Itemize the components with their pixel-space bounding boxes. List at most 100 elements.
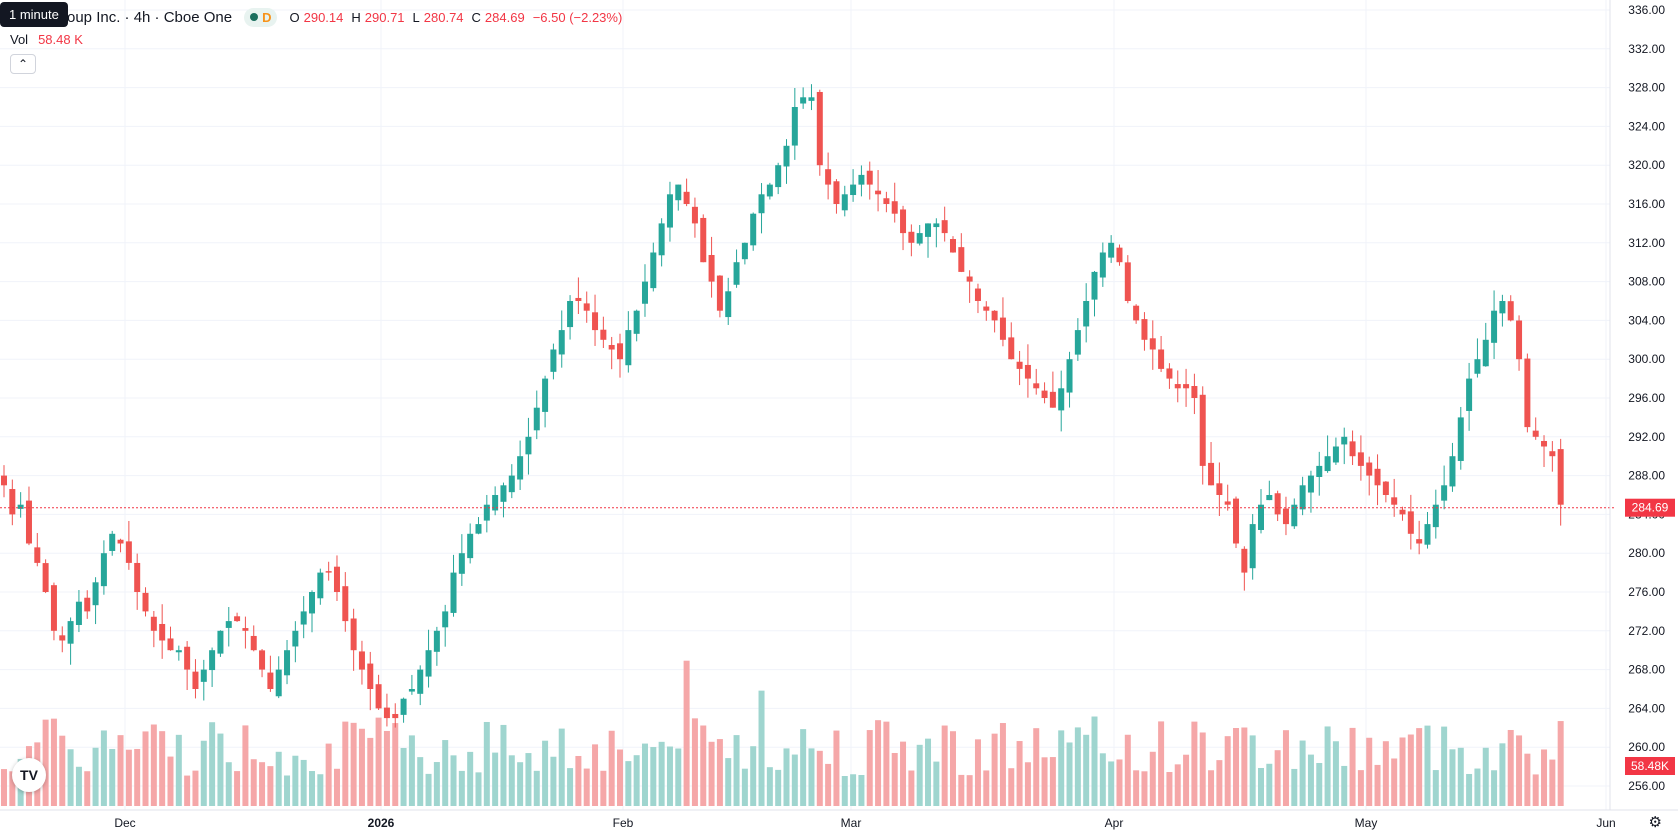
candle-body	[1532, 430, 1539, 437]
price-tick-label: 324.00	[1628, 119, 1665, 133]
volume-bar	[633, 755, 640, 806]
candle-body	[1041, 390, 1048, 398]
volume-bar	[1474, 768, 1481, 806]
candle-body	[234, 616, 241, 622]
market-status[interactable]: D	[244, 7, 278, 27]
volume-bar	[350, 722, 357, 806]
price-tick-label: 292.00	[1628, 430, 1665, 444]
candle-body	[317, 572, 324, 599]
volume-bar	[450, 755, 457, 806]
volume-bar	[1491, 770, 1498, 806]
volume-bar	[333, 768, 340, 806]
price-tick-label: 296.00	[1628, 391, 1665, 405]
volume-bar	[425, 773, 432, 806]
volume-bar	[1541, 749, 1548, 806]
candle-body	[275, 669, 282, 697]
volume-bar	[1, 769, 7, 806]
candle-body	[142, 592, 149, 612]
candle-body	[866, 170, 873, 185]
volume-bar	[517, 762, 524, 806]
volume-bar	[109, 748, 116, 806]
volume-bar	[567, 768, 574, 806]
price-tick-label: 304.00	[1628, 313, 1665, 327]
price-tick-label: 332.00	[1628, 42, 1665, 56]
candle-body	[92, 582, 99, 606]
candle-body	[666, 194, 673, 228]
volume-bar	[974, 739, 981, 806]
candle-body	[641, 281, 648, 304]
time-tick-label: Apr	[1105, 816, 1124, 830]
volume-bar	[117, 735, 124, 806]
volume-bar	[1407, 734, 1414, 806]
candle-body	[333, 566, 340, 592]
volume-bar	[309, 771, 316, 806]
candle-body	[517, 456, 524, 480]
tradingview-logo[interactable]: TV	[12, 758, 46, 792]
volume-bar	[1382, 741, 1389, 806]
candle-body	[350, 618, 357, 651]
volume-bar	[1424, 725, 1431, 806]
symbol-title[interactable]: roup Inc. · 4h · Cboe One	[62, 8, 233, 26]
candle-body	[475, 524, 482, 534]
volume-bar	[841, 775, 848, 806]
candle-body	[542, 378, 549, 412]
candle-body	[67, 621, 74, 644]
candle-body	[1282, 508, 1289, 525]
candle-body	[966, 276, 973, 282]
candle-body	[175, 650, 182, 653]
volume-bar	[250, 759, 257, 806]
candle-body	[658, 223, 665, 256]
candle-body	[974, 288, 981, 301]
price-tick-label: 268.00	[1628, 663, 1665, 677]
volume-bar	[650, 747, 657, 806]
volume-bar	[1374, 764, 1381, 806]
volume-bar	[1041, 757, 1048, 806]
volume-bar	[617, 749, 624, 806]
candle-body	[983, 306, 990, 311]
candle-body	[1091, 271, 1098, 300]
candle-body	[608, 345, 615, 350]
volume-label: Vol	[10, 32, 29, 47]
chevron-up-icon: ⌃	[17, 57, 29, 71]
candle-body	[1191, 385, 1198, 398]
ohlc-values: O 290.14 H 290.71 L 280.74 C 284.69 −6.50 (−…	[289, 9, 623, 25]
volume-bar	[1249, 735, 1256, 806]
candle-body	[1108, 242, 1115, 258]
candle-body	[309, 592, 316, 614]
settings-gear-icon[interactable]: ⚙	[1648, 814, 1662, 831]
price-tick-label: 300.00	[1628, 352, 1665, 366]
candle-body	[1133, 305, 1140, 321]
candle-body	[816, 91, 823, 166]
candle-body	[1516, 320, 1523, 360]
volume-bar	[958, 774, 965, 806]
candle-body	[342, 586, 349, 622]
volume-bar	[1332, 741, 1339, 806]
candle-body	[716, 275, 723, 311]
candle-body	[750, 213, 757, 246]
volume-bar	[1058, 730, 1065, 806]
volume-bar	[916, 744, 923, 806]
volume-bar	[192, 770, 199, 806]
volume-bar	[159, 731, 166, 806]
volume-bar	[925, 738, 932, 806]
candle-body	[259, 650, 266, 670]
volume-bar	[1166, 772, 1173, 806]
symbol-legend: roup Inc. · 4h · Cboe One D O 290.14 H 290…	[8, 6, 626, 28]
volume-bar	[1133, 770, 1140, 806]
volume-bar	[442, 740, 449, 806]
collapse-legend-button[interactable]: ⌃	[10, 54, 36, 74]
candle-body	[1, 475, 7, 486]
candle-body	[825, 169, 832, 185]
price-tick-label: 256.00	[1628, 779, 1665, 793]
volume-bar	[675, 748, 682, 806]
candle-body	[1241, 548, 1248, 573]
volume-bar	[683, 660, 690, 806]
candle-body	[1474, 359, 1481, 374]
candle-body	[1149, 338, 1156, 350]
last-volume-label: 58.48K	[1625, 757, 1675, 775]
candle-body	[159, 623, 166, 641]
volume-bar	[941, 725, 948, 806]
volume-bar	[508, 755, 515, 806]
volume-bar	[483, 721, 490, 806]
